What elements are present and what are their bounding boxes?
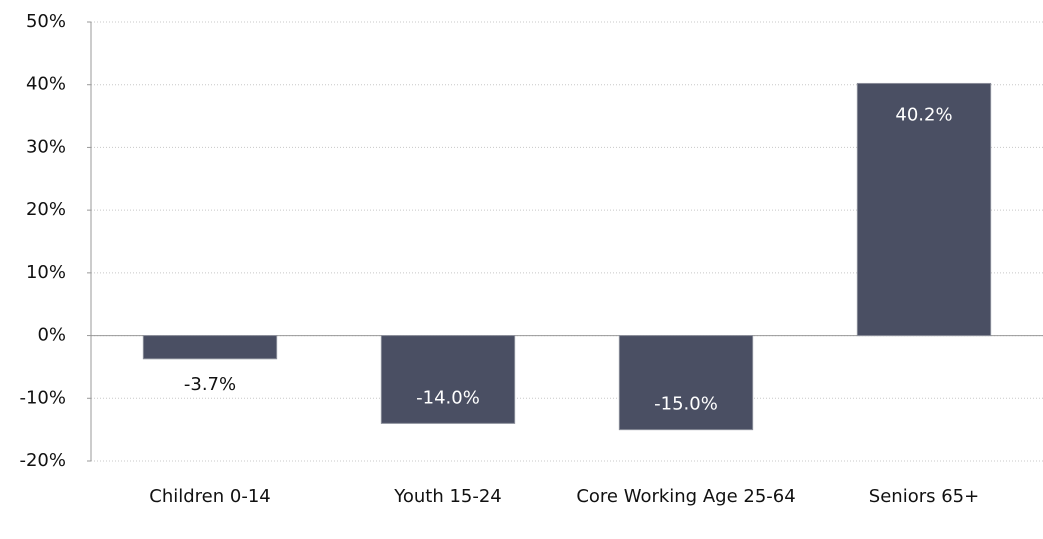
data-label: -15.0% bbox=[654, 394, 718, 415]
bar bbox=[618, 335, 754, 431]
y-tick-label: 20% bbox=[26, 199, 66, 220]
y-tick-label: 30% bbox=[26, 136, 66, 157]
y-tick-label: 40% bbox=[26, 74, 66, 95]
data-label: -14.0% bbox=[416, 387, 480, 408]
data-label: -3.7% bbox=[184, 374, 236, 395]
bar bbox=[380, 335, 516, 424]
bar bbox=[856, 82, 992, 337]
x-tick-label: Children 0-14 bbox=[149, 486, 271, 507]
y-tick-label: 10% bbox=[26, 262, 66, 283]
x-tick-label: Seniors 65+ bbox=[868, 486, 980, 507]
y-tick-label: 50% bbox=[26, 11, 66, 32]
y-tick-label: 0% bbox=[37, 325, 66, 346]
bar bbox=[142, 335, 278, 360]
x-tick-label: Youth 15-24 bbox=[394, 486, 502, 507]
y-tick-label: -20% bbox=[19, 450, 66, 471]
data-label: 40.2% bbox=[895, 104, 952, 125]
y-tick-label: -10% bbox=[19, 387, 66, 408]
x-tick-label: Core Working Age 25-64 bbox=[576, 486, 796, 507]
